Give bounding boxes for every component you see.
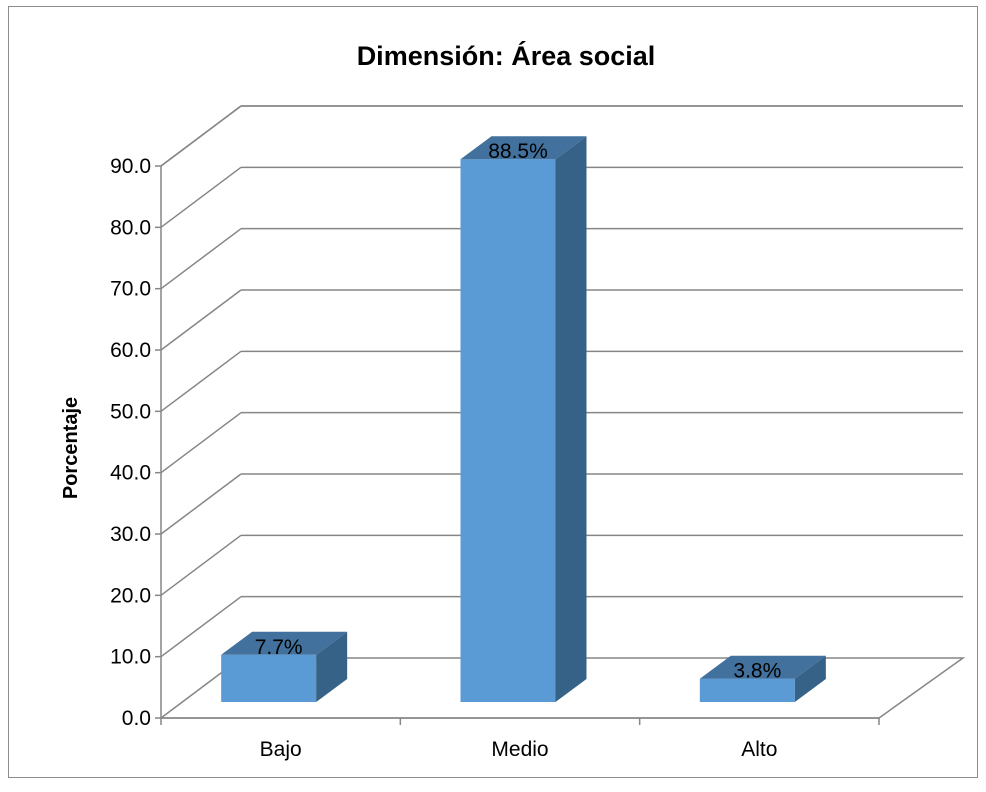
y-tick-label: 70.0	[110, 278, 151, 301]
x-tick-label: Medio	[491, 738, 548, 761]
x-tick-label: Bajo	[260, 738, 302, 761]
y-tick-label: 60.0	[110, 339, 151, 362]
bar-alto	[699, 655, 826, 702]
gridline	[160, 473, 963, 535]
y-tick-label: 50.0	[110, 400, 151, 423]
bar-side	[316, 631, 348, 702]
bar-front	[699, 678, 795, 702]
bar-top	[221, 631, 348, 655]
gridline	[160, 534, 963, 596]
gridline	[160, 350, 963, 412]
bar-medio	[460, 136, 587, 702]
labels: 0.0 10.0 20.0 30.0 40.0 50.0 60.0 70.0 80.0 90.0 7…	[110, 140, 781, 761]
y-tick-label: 10.0	[110, 646, 151, 669]
bar-top	[460, 136, 587, 160]
gridlines	[160, 105, 966, 719]
y-tick-label: 30.0	[110, 523, 151, 546]
axes	[155, 165, 880, 725]
bars	[221, 136, 826, 702]
bar-bajo	[221, 631, 348, 702]
gridline-top	[160, 105, 963, 167]
y-axis-title: Porcentaje	[60, 397, 82, 499]
y-tick-label: 80.0	[110, 216, 151, 239]
bar-front	[221, 654, 317, 702]
bar-front	[460, 159, 556, 702]
data-label: 7.7%	[255, 636, 303, 659]
bar-chart: Dimensión: Área social 0.0 10.0 20.0 30.0 40…	[60, 40, 966, 761]
x-tick-label: Alto	[741, 738, 777, 761]
data-label: 88.5%	[488, 140, 548, 163]
y-tick-label: 0.0	[122, 707, 151, 730]
y-tick-label: 40.0	[110, 462, 151, 485]
bar-side	[555, 136, 587, 702]
chart-area: Dimensión: Área social 0.0 10.0 20.0 30.0 40…	[8, 6, 978, 778]
gridline	[160, 289, 963, 351]
gridline	[160, 166, 963, 228]
gridline	[160, 411, 963, 474]
gridline	[160, 227, 963, 290]
bar-side	[794, 655, 826, 702]
bar-top	[699, 655, 826, 679]
y-tick-label: 20.0	[110, 584, 151, 607]
y-tick-label: 90.0	[110, 155, 151, 178]
data-label: 3.8%	[733, 660, 781, 683]
gridline	[160, 595, 963, 658]
chart-title: Dimensión: Área social	[357, 40, 656, 71]
